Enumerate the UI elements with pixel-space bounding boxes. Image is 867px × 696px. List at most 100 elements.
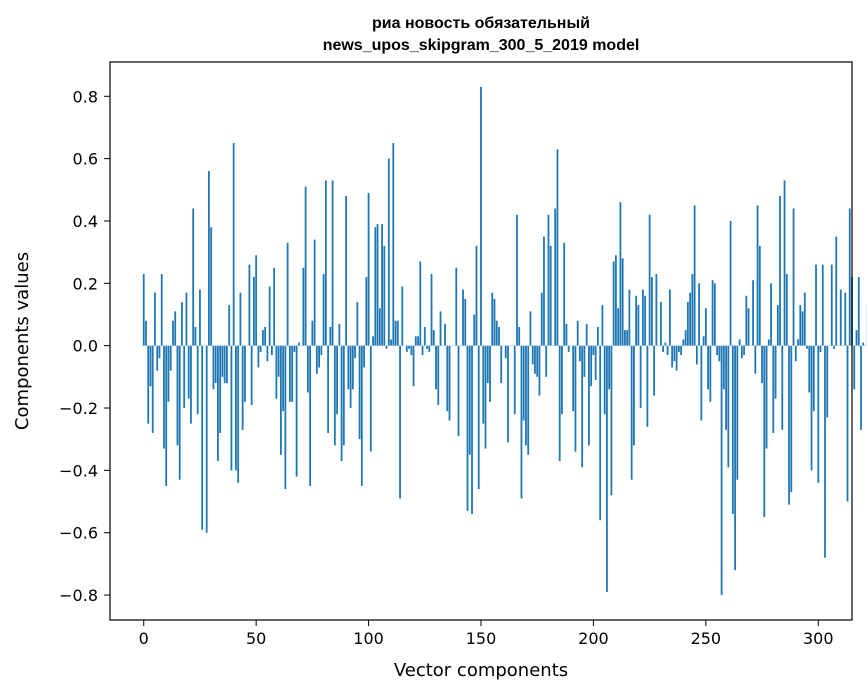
bar — [435, 345, 437, 390]
bar — [367, 192, 370, 346]
bar — [237, 345, 240, 483]
x-tick-label: 100 — [353, 629, 384, 648]
bar — [401, 286, 404, 346]
bar — [217, 345, 219, 462]
bar — [716, 345, 718, 356]
bar — [743, 345, 745, 356]
bar — [797, 339, 799, 346]
bar — [531, 345, 534, 365]
bar — [675, 345, 678, 371]
bar — [482, 345, 485, 424]
bar — [351, 345, 354, 390]
bar — [320, 345, 323, 356]
bar — [212, 345, 215, 390]
bar — [169, 345, 172, 371]
bar — [259, 345, 262, 352]
bar — [779, 196, 781, 346]
bar — [610, 345, 613, 496]
x-tick-label: 0 — [139, 629, 149, 648]
bar — [378, 308, 381, 346]
bar — [439, 311, 442, 346]
bar — [183, 345, 186, 409]
bar — [311, 320, 314, 346]
bar — [538, 345, 541, 396]
bar — [498, 326, 500, 346]
bar — [664, 342, 667, 346]
bar — [363, 345, 365, 368]
bar — [839, 289, 842, 346]
y-axis-label: Components values — [12, 252, 33, 430]
bar — [677, 345, 680, 352]
bar — [241, 345, 244, 430]
bar — [288, 345, 291, 402]
bar — [313, 239, 316, 346]
bar — [466, 345, 469, 511]
bar — [819, 345, 822, 352]
bar — [446, 345, 449, 412]
bar — [763, 345, 766, 518]
bar — [815, 264, 817, 346]
bar — [633, 345, 635, 446]
bar — [268, 286, 271, 346]
y-tick-label: −0.4 — [59, 461, 98, 480]
x-tick-label: 200 — [578, 629, 609, 648]
chart-title-line2: news_upos_skipgram_300_5_2019 model — [323, 37, 640, 54]
bar — [181, 302, 183, 346]
bar — [700, 345, 703, 421]
bar — [174, 311, 177, 346]
bar — [529, 311, 532, 346]
bar — [165, 345, 168, 486]
bar — [846, 345, 849, 502]
bar — [572, 345, 575, 412]
bar — [655, 273, 658, 346]
y-tick-label: 0.6 — [73, 150, 98, 169]
bar — [262, 330, 264, 346]
bar — [270, 345, 273, 356]
bar — [156, 345, 159, 371]
bar — [534, 345, 536, 374]
y-tick-label: 0.4 — [73, 212, 98, 231]
bar — [374, 227, 377, 346]
bar — [468, 345, 471, 455]
bar — [752, 280, 754, 346]
bar — [331, 180, 334, 346]
bar — [558, 345, 561, 462]
bar — [731, 345, 734, 515]
bar — [318, 345, 321, 368]
bar — [597, 326, 599, 346]
bar — [286, 242, 289, 346]
bar — [770, 283, 772, 346]
bar — [277, 345, 280, 377]
y-tick-label: −0.6 — [59, 524, 98, 543]
bar — [244, 345, 246, 402]
bar — [187, 345, 190, 399]
bar — [147, 345, 150, 424]
bar — [282, 345, 285, 412]
x-tick-label: 300 — [803, 629, 834, 648]
bar — [306, 345, 309, 393]
bar — [650, 277, 653, 346]
bar — [489, 345, 491, 402]
bar — [226, 345, 228, 384]
bar — [486, 345, 489, 384]
bar — [410, 345, 413, 356]
bar — [432, 330, 435, 346]
bar — [199, 289, 201, 346]
bar — [689, 292, 692, 346]
bar — [473, 314, 476, 346]
bar — [628, 289, 631, 346]
bar — [475, 245, 478, 346]
bar — [493, 298, 496, 346]
bar — [471, 345, 473, 515]
bar — [581, 345, 584, 468]
bar — [554, 208, 557, 346]
bar — [543, 236, 545, 346]
bar — [725, 345, 727, 430]
bar — [333, 345, 336, 446]
bar — [417, 336, 419, 346]
bar — [309, 345, 312, 486]
bar — [718, 345, 721, 362]
bar — [412, 345, 415, 387]
bar — [646, 345, 649, 427]
bar — [477, 345, 480, 490]
